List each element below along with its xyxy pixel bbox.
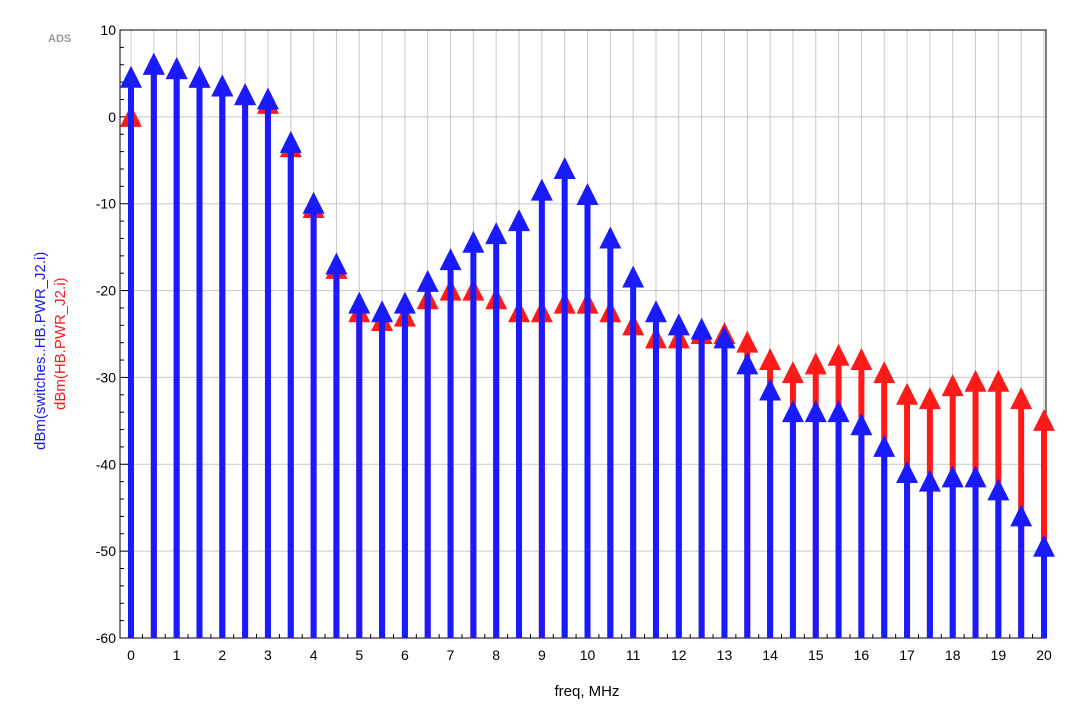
stem-marker	[850, 348, 873, 371]
stem-marker	[1010, 387, 1033, 410]
x-tick-label: 8	[492, 647, 500, 663]
stem-marker	[1033, 408, 1055, 431]
stem-marker	[371, 300, 394, 323]
stem-marker	[941, 465, 964, 488]
x-tick-label: 18	[945, 647, 961, 663]
stem-marker	[873, 434, 896, 457]
series-1	[120, 52, 1055, 638]
stem-marker	[485, 222, 508, 245]
y-tick-label: 0	[108, 109, 116, 125]
stem-marker	[508, 209, 531, 232]
stem-marker	[964, 465, 987, 488]
x-tick-label: 7	[447, 647, 455, 663]
stem-marker	[599, 226, 622, 249]
stem-marker	[987, 478, 1010, 501]
stem-marker	[781, 361, 804, 384]
y-tick-label: 10	[100, 22, 116, 38]
stem-marker	[804, 400, 827, 423]
stem-marker	[462, 230, 485, 253]
stem-marker	[188, 65, 211, 88]
y-tick-label: -60	[96, 630, 116, 646]
stem-marker	[713, 326, 736, 349]
y-tick-label: -10	[96, 196, 116, 212]
x-tick-label: 20	[1036, 647, 1052, 663]
stem-marker	[896, 460, 919, 483]
x-tick-label: 15	[808, 647, 824, 663]
stem-marker	[348, 291, 371, 314]
stems	[120, 52, 1055, 638]
stem-marker	[256, 87, 279, 110]
stem-marker	[987, 369, 1010, 392]
stem-marker	[393, 291, 416, 314]
y-tick-label: -20	[96, 283, 116, 299]
stem-marker	[1033, 534, 1055, 557]
stem-marker	[736, 352, 759, 375]
stem-marker	[211, 74, 234, 97]
stem-marker	[781, 400, 804, 423]
stem-marker	[736, 330, 759, 353]
stem-marker	[759, 378, 782, 401]
stem-marker	[896, 382, 919, 405]
x-tick-label: 2	[218, 647, 226, 663]
y-tick-label: -50	[96, 543, 116, 559]
stem-marker	[690, 317, 713, 340]
stem-marker	[622, 265, 645, 288]
y-tick-label: -30	[96, 369, 116, 385]
x-tick-label: 9	[538, 647, 546, 663]
stem-marker	[120, 65, 142, 88]
stem-marker	[964, 369, 987, 392]
stem-marker	[1010, 504, 1033, 527]
stem-marker	[827, 400, 850, 423]
stem-marker	[873, 361, 896, 384]
x-tick-label: 13	[717, 647, 733, 663]
x-tick-label: 4	[310, 647, 318, 663]
ads-watermark: ADS	[48, 33, 72, 45]
x-tick-label: 14	[762, 647, 778, 663]
x-axis-label: freq, MHz	[554, 683, 620, 700]
stem-marker	[553, 156, 576, 179]
stem-marker	[416, 269, 439, 292]
x-tick-label: 11	[626, 647, 641, 663]
plot-frame	[119, 29, 1047, 639]
stem-marker	[234, 83, 257, 106]
stem-marker	[165, 57, 188, 80]
y-tick-label: -40	[96, 456, 116, 472]
stem-marker	[302, 191, 325, 214]
x-tick-label: 3	[264, 647, 272, 663]
x-tick-label: 17	[899, 647, 915, 663]
stem-marker	[850, 413, 873, 436]
stem-marker	[279, 130, 302, 153]
stem-marker	[918, 469, 941, 492]
stem-marker	[576, 183, 599, 206]
x-tick-label: 0	[127, 647, 135, 663]
x-tick-label: 5	[355, 647, 363, 663]
stem-marker	[941, 374, 964, 397]
x-tick-label: 6	[401, 647, 409, 663]
x-tick-label: 19	[991, 647, 1007, 663]
x-tick-label: 12	[671, 647, 687, 663]
stem-marker	[827, 343, 850, 366]
stem-marker	[667, 313, 690, 336]
stem-marker	[325, 252, 348, 275]
x-tick-label: 16	[854, 647, 870, 663]
x-tick-label: 10	[580, 647, 596, 663]
stem-marker	[918, 387, 941, 410]
stem-marker	[439, 248, 462, 271]
stem-marker	[644, 300, 667, 323]
stem-marker	[530, 178, 553, 201]
x-tick-label: 1	[173, 647, 181, 663]
stem-marker	[804, 352, 827, 375]
stem-marker	[759, 348, 782, 371]
stem-marker	[142, 52, 165, 75]
